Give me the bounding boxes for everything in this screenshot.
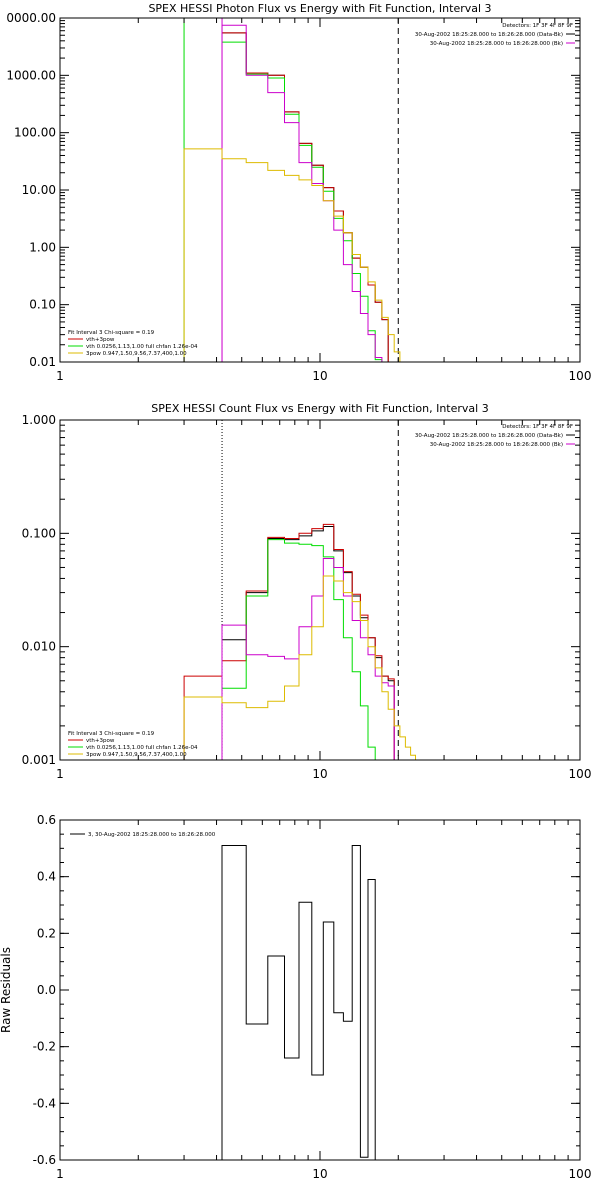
residuals-ylabel: Raw Residuals bbox=[0, 947, 13, 1033]
plot-contents bbox=[221, 845, 376, 1160]
photon-flux-panel: SPEX HESSI Photon Flux vs Energy with Fi… bbox=[6, 2, 591, 383]
count-flux-panel: SPEX HESSI Count Flux vs Energy with Fit… bbox=[22, 402, 592, 781]
y-tick-label: 0.01 bbox=[29, 355, 56, 369]
legend-fit-interval: Fit Interval 3 Chi-square = 0.19 bbox=[68, 330, 155, 336]
legend-vth-3pow: vth+3pow bbox=[86, 337, 115, 343]
x-tick-label: 100 bbox=[569, 1167, 592, 1181]
series-1-histogram bbox=[221, 32, 389, 362]
legend-vth-3pow: vth+3pow bbox=[86, 738, 115, 744]
count-flux-title: SPEX HESSI Count Flux vs Energy with Fit… bbox=[151, 402, 488, 415]
series-3-histogram bbox=[221, 558, 395, 760]
header-line-data-bk: 30-Aug-2002 18:25:28.000 to 18:26:28.000… bbox=[415, 32, 563, 38]
residuals-axes: 1 10 100 -0.6 -0.4 -0.2 0.0 0.2 0.4 0.6 bbox=[33, 813, 592, 1181]
y-tick-label: 10.00 bbox=[22, 183, 56, 197]
plot-contents bbox=[183, 420, 421, 760]
photon-flux-header: Detectors: 1F 3F 4F 8F 9F 30-Aug-2002 18… bbox=[415, 23, 575, 47]
photon-flux-plot-area bbox=[183, 18, 401, 362]
plot-frame bbox=[59, 17, 581, 363]
series-3-histogram bbox=[221, 24, 383, 362]
y-tick-label: 0.2 bbox=[37, 926, 56, 940]
y-tick-label: -0.4 bbox=[33, 1096, 56, 1110]
y-tick-label: -0.6 bbox=[33, 1153, 56, 1167]
legend-interval-3: 3, 30-Aug-2002 18:25:28.000 to 18:26:28.… bbox=[88, 832, 216, 838]
plot-frame bbox=[59, 419, 581, 761]
y-tick-label: 0.001 bbox=[22, 753, 56, 767]
y-tick-label: 0.010 bbox=[22, 640, 56, 654]
series-1-histogram bbox=[183, 523, 395, 760]
x-tick-label: 100 bbox=[569, 767, 592, 781]
y-tick-label: 0.6 bbox=[37, 813, 56, 827]
series-0-histogram bbox=[221, 845, 376, 1160]
series-0-histogram bbox=[221, 32, 389, 362]
legend-3pow: 3pow 0.947,1.50,9.56,7.37,400,1.00 bbox=[86, 351, 187, 357]
photon-flux-legend: Fit Interval 3 Chi-square = 0.19 vth+3po… bbox=[68, 330, 198, 357]
y-tick-label: 0.4 bbox=[37, 870, 56, 884]
plot-contents bbox=[183, 18, 401, 362]
y-tick-label: 0.100 bbox=[22, 526, 56, 540]
residuals-plot-area bbox=[221, 845, 376, 1160]
x-tick-label: 10 bbox=[312, 369, 327, 383]
count-flux-legend: Fit Interval 3 Chi-square = 0.19 vth+3po… bbox=[68, 731, 198, 758]
x-tick-label: 1 bbox=[56, 1167, 64, 1181]
y-tick-label: -0.2 bbox=[33, 1040, 56, 1054]
y-tick-label: 1000.00 bbox=[6, 68, 56, 82]
x-tick-label: 10 bbox=[312, 767, 327, 781]
header-line-detectors: Detectors: 1F 3F 4F 8F 9F bbox=[502, 424, 573, 430]
legend-vth: vth 0.0256,1.13,1.00 full chfan 1.26e-04 bbox=[86, 745, 198, 751]
y-tick-label: 0000.00 bbox=[6, 11, 56, 25]
y-tick-label: 0.10 bbox=[29, 298, 56, 312]
y-tick-label: 1.000 bbox=[22, 413, 56, 427]
y-tick-label: 1.00 bbox=[29, 240, 56, 254]
y-tick-label: 100.00 bbox=[14, 126, 56, 140]
series-2-histogram bbox=[221, 539, 376, 760]
header-line-data-bk: 30-Aug-2002 18:25:28.000 to 18:26:28.000… bbox=[415, 433, 563, 439]
residuals-legend: 3, 30-Aug-2002 18:25:28.000 to 18:26:28.… bbox=[70, 832, 216, 838]
legend-fit-interval: Fit Interval 3 Chi-square = 0.19 bbox=[68, 731, 155, 737]
x-tick-label: 100 bbox=[569, 369, 592, 383]
legend-3pow: 3pow 0.947,1.50,9.56,7.37,400,1.00 bbox=[86, 752, 187, 758]
count-flux-header: Detectors: 1F 3F 4F 8F 9F 30-Aug-2002 18… bbox=[415, 424, 575, 448]
header-line-detectors: Detectors: 1F 3F 4F 8F 9F bbox=[502, 23, 573, 29]
photon-flux-title: SPEX HESSI Photon Flux vs Energy with Fi… bbox=[148, 2, 491, 15]
x-tick-label: 1 bbox=[56, 369, 64, 383]
x-tick-label: 1 bbox=[56, 767, 64, 781]
plot-frame bbox=[59, 819, 581, 1161]
legend-vth: vth 0.0256,1.13,1.00 full chfan 1.26e-04 bbox=[86, 344, 198, 350]
count-flux-plot-area bbox=[183, 420, 421, 760]
photon-flux-axes: 1 10 100 0.01 0.10 1.00 10.00 100.00 1000.00 0000… bbox=[6, 11, 591, 383]
x-tick-label: 10 bbox=[312, 1167, 327, 1181]
count-flux-axes: 1 10 100 0.001 0.010 0.100 1.000 bbox=[22, 413, 592, 781]
series-2-histogram bbox=[221, 41, 383, 362]
y-tick-label: 0.0 bbox=[37, 983, 56, 997]
residuals-panel: 1 10 100 -0.6 -0.4 -0.2 0.0 0.2 0.4 0.6 Raw Resid… bbox=[0, 813, 591, 1181]
header-line-bk: 30-Aug-2002 18:25:28.000 to 18:26:28.000… bbox=[430, 442, 563, 448]
series-0-histogram bbox=[221, 526, 395, 760]
series-4-histogram bbox=[183, 148, 401, 362]
header-line-bk: 30-Aug-2002 18:25:28.000 to 18:26:28.000… bbox=[430, 41, 563, 47]
series-4-histogram bbox=[183, 575, 421, 760]
